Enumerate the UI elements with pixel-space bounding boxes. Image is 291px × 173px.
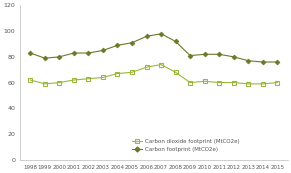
Legend: Carbon dioxide footprint (MtCO2e), Carbon footprint (MtCO2e): Carbon dioxide footprint (MtCO2e), Carbo… (130, 136, 242, 154)
